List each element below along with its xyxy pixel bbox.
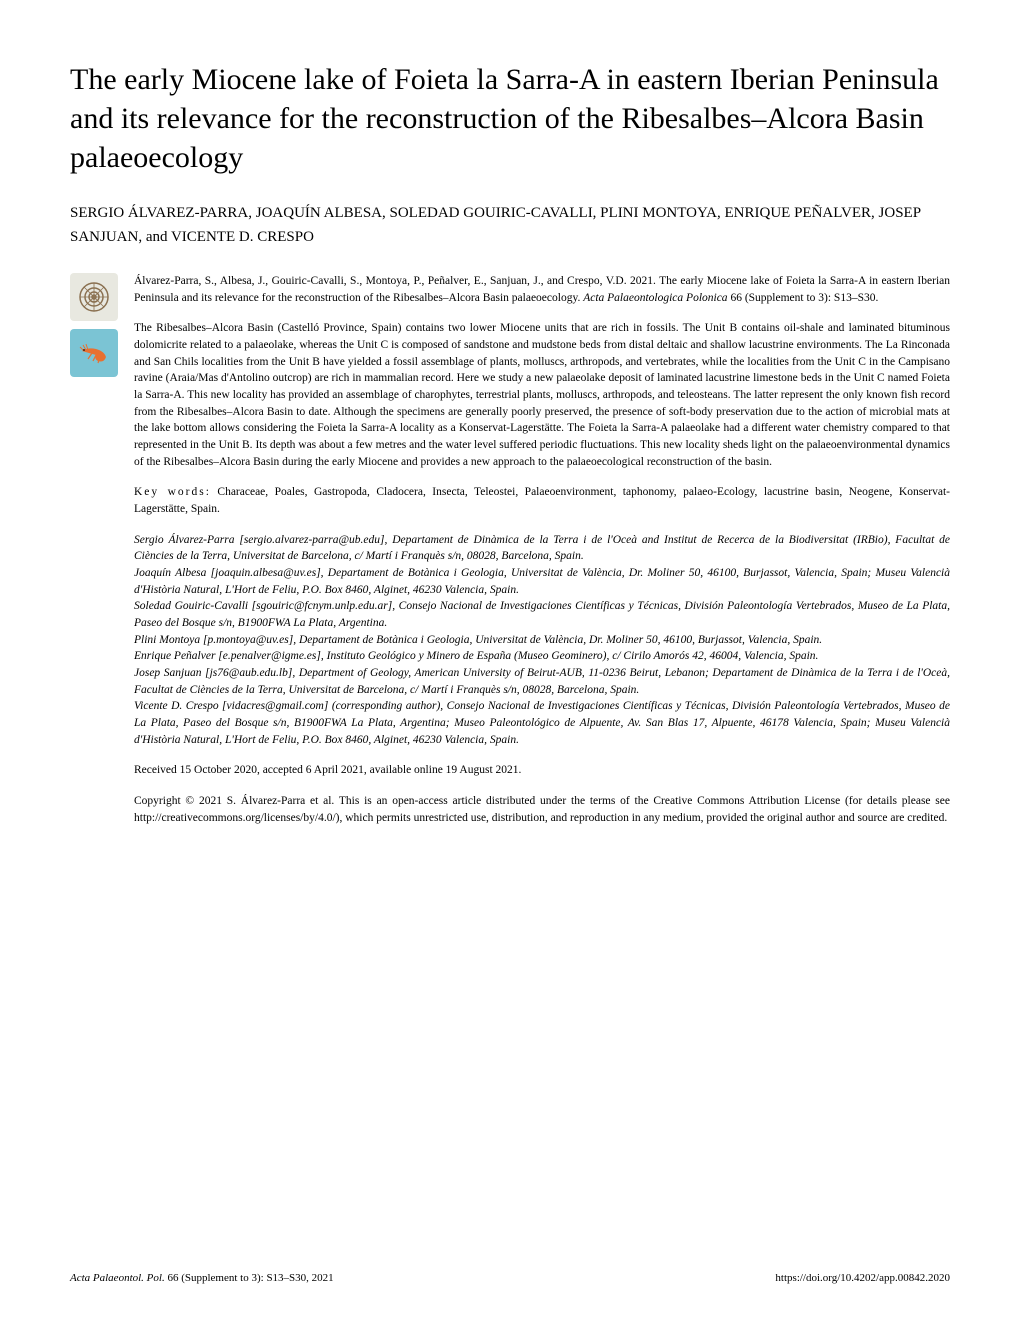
copyright-block: Copyright © 2021 S. Álvarez-Parra et al.… (134, 793, 950, 826)
keywords-label: Key words: (134, 486, 211, 498)
dates-line: Received 15 October 2020, accepted 6 Apr… (134, 762, 950, 779)
page-footer: Acta Palaeontol. Pol. 66 (Supplement to … (70, 1272, 950, 1284)
content-wrapper: Álvarez-Parra, S., Albesa, J., Gouiric-C… (70, 273, 950, 826)
authors-list: SERGIO ÁLVAREZ-PARRA, JOAQUÍN ALBESA, SO… (70, 201, 950, 249)
journal-name: Acta Palaeontologica Polonica (583, 292, 727, 304)
footer-doi: https://doi.org/10.4202/app.00842.2020 (775, 1272, 950, 1284)
text-column: Álvarez-Parra, S., Albesa, J., Gouiric-C… (134, 273, 950, 826)
shrimp-icon (70, 329, 118, 377)
citation-block: Álvarez-Parra, S., Albesa, J., Gouiric-C… (134, 273, 950, 306)
footer-left: Acta Palaeontol. Pol. 66 (Supplement to … (70, 1272, 334, 1284)
keywords-block: Key words: Characeae, Poales, Gastropoda… (134, 484, 950, 517)
citation-suffix: 66 (Supplement to 3): S13–S30. (728, 292, 879, 304)
footer-pages: 66 (Supplement to 3): S13–S30, 2021 (165, 1272, 334, 1284)
icons-column (70, 273, 118, 826)
abstract-text: The Ribesalbes–Alcora Basin (Castelló Pr… (134, 320, 950, 470)
footer-journal: Acta Palaeontol. Pol. (70, 1272, 165, 1284)
ammonite-icon (70, 273, 118, 321)
affiliations-block: Sergio Álvarez-Parra [sergio.alvarez-par… (134, 532, 950, 749)
article-title: The early Miocene lake of Foieta la Sarr… (70, 60, 950, 177)
keywords-list: Characeae, Poales, Gastropoda, Cladocera… (134, 486, 950, 515)
